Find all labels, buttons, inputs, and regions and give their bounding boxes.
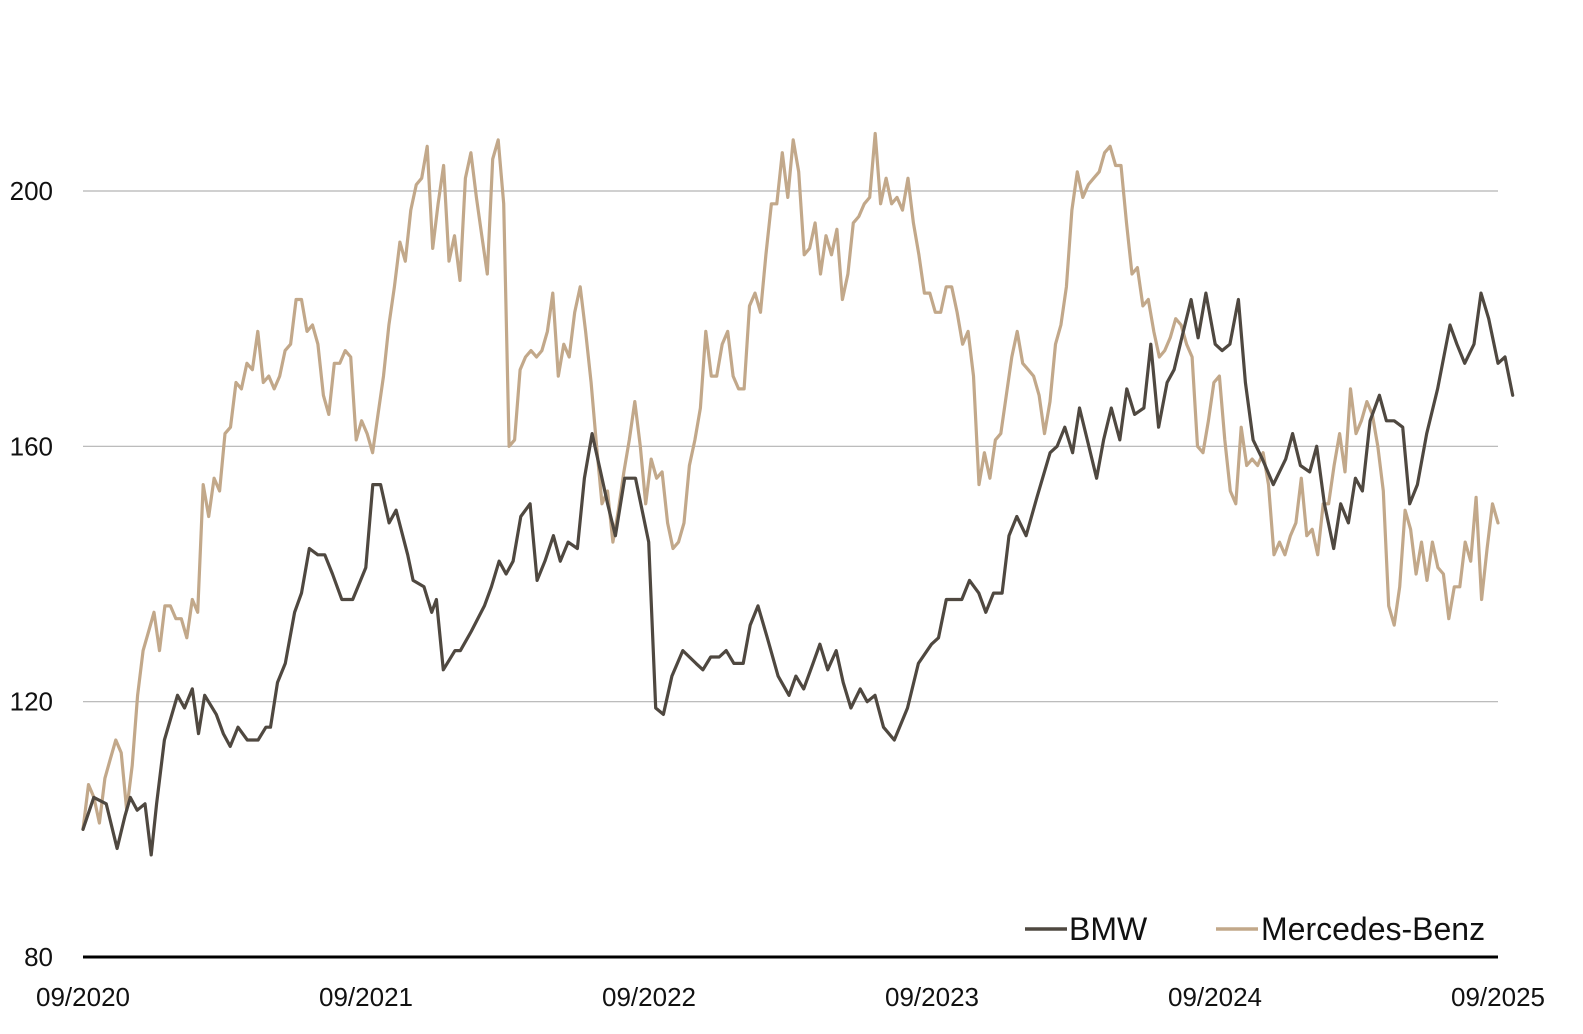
x-tick-label-09-2021: 09/2021 — [319, 982, 413, 1012]
series-lines — [81, 131, 1515, 857]
x-tick-label-09-2025: 09/2025 — [1451, 982, 1545, 1012]
series-line-bmw — [81, 291, 1515, 857]
legend: BMW Mercedes-Benz — [1025, 911, 1485, 947]
x-tick-label-09-2022: 09/2022 — [602, 982, 696, 1012]
x-tick-label-09-2024: 09/2024 — [1168, 982, 1262, 1012]
x-tick-label-09-2023: 09/2023 — [885, 982, 979, 1012]
y-tick-label-160: 160 — [10, 431, 53, 461]
series-line-mercedes-benz — [81, 131, 1500, 831]
x-axis-tick-labels: 09/2020 09/2021 09/2022 09/2023 09/2024 09/20… — [36, 982, 1545, 1012]
gridlines — [83, 190, 1498, 703]
y-tick-label-200: 200 — [10, 176, 53, 206]
legend-label-bmw: BMW — [1069, 911, 1148, 947]
y-tick-label-120: 120 — [10, 687, 53, 717]
y-tick-label-80: 80 — [24, 942, 53, 972]
y-axis-tick-labels: 80 120 160 200 — [10, 176, 53, 972]
legend-label-mercedes-benz: Mercedes-Benz — [1261, 911, 1485, 947]
x-tick-label-09-2020: 09/2020 — [36, 982, 130, 1012]
